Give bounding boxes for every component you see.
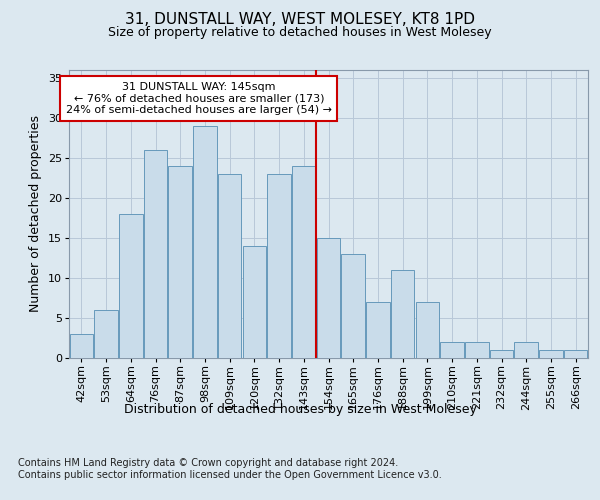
Bar	[514, 342, 538, 357]
Bar	[465, 342, 488, 357]
Bar	[416, 302, 439, 358]
Text: Contains HM Land Registry data © Crown copyright and database right 2024.: Contains HM Land Registry data © Crown c…	[18, 458, 398, 468]
Bar	[193, 126, 217, 358]
Bar	[440, 342, 464, 357]
Text: Distribution of detached houses by size in West Molesey: Distribution of detached houses by size …	[124, 402, 476, 415]
Bar	[119, 214, 143, 358]
Bar	[218, 174, 241, 358]
Text: Size of property relative to detached houses in West Molesey: Size of property relative to detached ho…	[108, 26, 492, 39]
Bar	[169, 166, 192, 358]
Bar	[268, 174, 291, 358]
Y-axis label: Number of detached properties: Number of detached properties	[29, 116, 43, 312]
Text: 31, DUNSTALL WAY, WEST MOLESEY, KT8 1PD: 31, DUNSTALL WAY, WEST MOLESEY, KT8 1PD	[125, 12, 475, 28]
Bar	[366, 302, 389, 358]
Bar	[317, 238, 340, 358]
Bar	[539, 350, 563, 358]
Bar	[70, 334, 93, 357]
Bar	[341, 254, 365, 358]
Bar	[391, 270, 415, 358]
Text: Contains public sector information licensed under the Open Government Licence v3: Contains public sector information licen…	[18, 470, 442, 480]
Text: 31 DUNSTALL WAY: 145sqm
← 76% of detached houses are smaller (173)
24% of semi-d: 31 DUNSTALL WAY: 145sqm ← 76% of detache…	[66, 82, 332, 115]
Bar	[144, 150, 167, 358]
Bar	[94, 310, 118, 358]
Bar	[564, 350, 587, 358]
Bar	[242, 246, 266, 358]
Bar	[490, 350, 513, 358]
Bar	[292, 166, 316, 358]
